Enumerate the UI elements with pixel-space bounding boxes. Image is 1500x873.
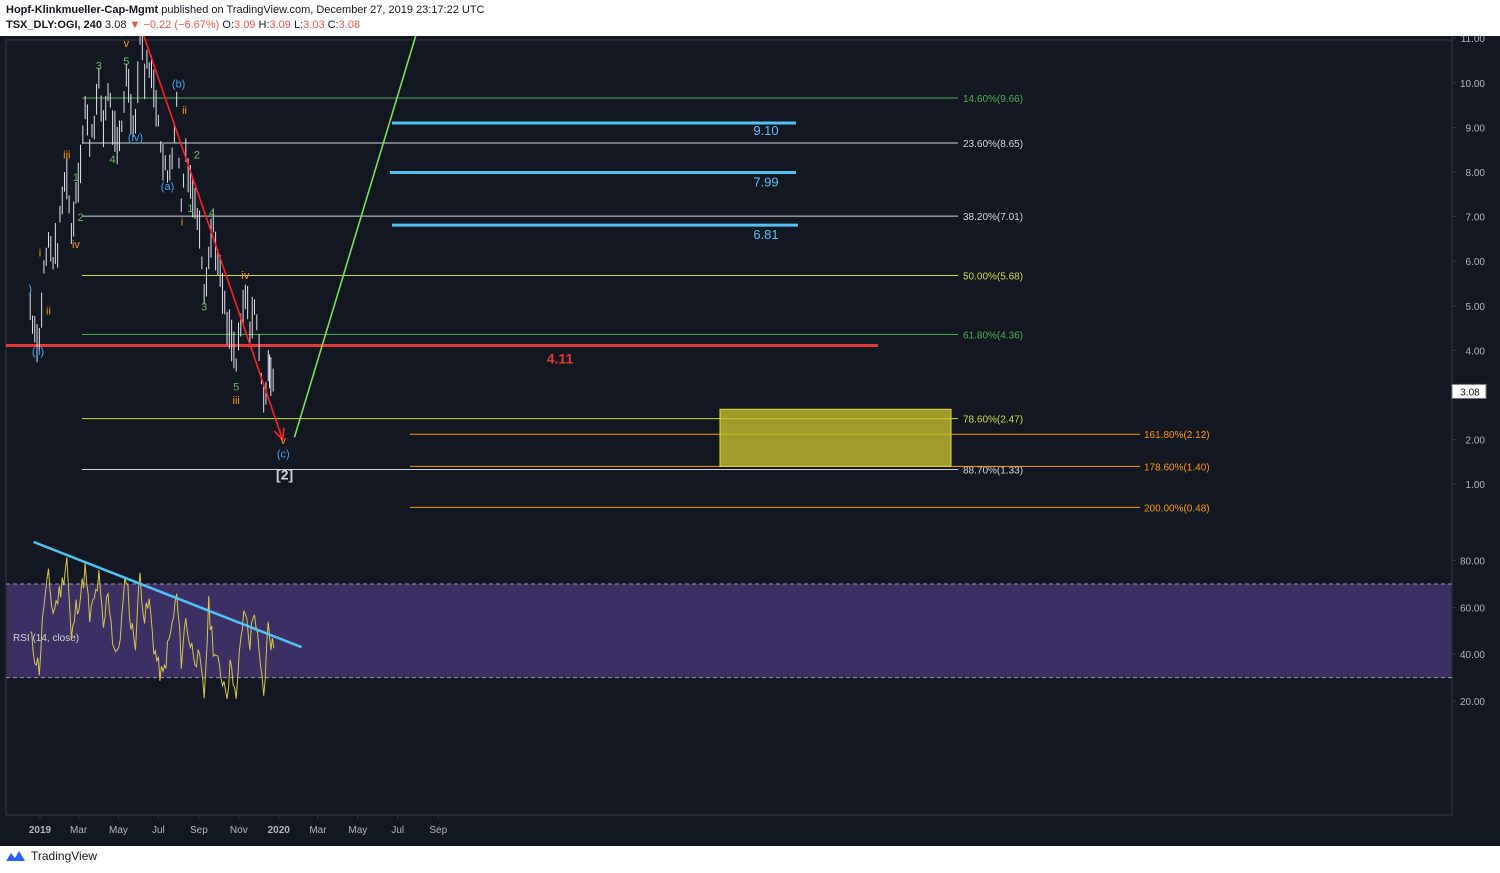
green-projection-line <box>293 36 417 438</box>
wave-label: (iv) <box>128 132 143 144</box>
time-axis-label: Jul <box>391 825 404 836</box>
tradingview-brand: TradingView <box>31 849 98 863</box>
high-value: 3.09 <box>269 19 291 31</box>
price-scale-label: 4.00 <box>1466 346 1486 357</box>
wave-label: 4 <box>209 208 215 220</box>
fib-level-label: 78.60%(2.47) <box>963 415 1023 426</box>
wave-label: ii <box>182 105 187 117</box>
wave-label: [2] <box>276 467 293 483</box>
wave-label: 5 <box>233 382 239 394</box>
wave-label: 1 <box>187 203 193 215</box>
rsi-scale-label: 80.00 <box>1460 557 1485 568</box>
ohlc-legend: TSX_DLY:OGI, 240 3.08 ▼ −0.22 (−6.67%) O… <box>6 19 360 31</box>
high-label: H: <box>258 19 270 31</box>
price-scale-label: 5.00 <box>1466 302 1486 313</box>
fib-level-label: 50.00%(5.68) <box>963 271 1023 282</box>
rsi-scale-label: 40.00 <box>1460 650 1485 661</box>
fib-extension-label: 200.00%(0.48) <box>1144 503 1210 514</box>
open-label: O: <box>222 19 235 31</box>
fib-level-label: 14.60%(9.66) <box>963 94 1023 105</box>
fib-extension-label: 161.80%(2.12) <box>1144 430 1210 441</box>
time-axis-label: May <box>348 825 367 836</box>
time-axis-label: Nov <box>230 825 248 836</box>
time-axis-label: May <box>109 825 128 836</box>
rsi-title: RSI (14, close) <box>13 633 79 644</box>
time-axis-label: Sep <box>190 825 208 836</box>
wave-label: ) <box>28 283 32 295</box>
wave-label: i <box>39 248 41 260</box>
close-value: 3.08 <box>338 19 361 31</box>
price-scale-label: 9.00 <box>1466 123 1486 134</box>
last-price-value: 3.08 <box>1460 387 1480 398</box>
wave-label: 5 <box>123 56 129 68</box>
blue-level-label: 6.81 <box>753 227 778 242</box>
tradingview-logo-icon <box>6 851 25 861</box>
wave-label: 2 <box>194 150 200 162</box>
published-text: published on TradingView.com, December 2… <box>161 4 485 16</box>
red-arrow-head <box>273 427 285 442</box>
price-scale-label: 2.00 <box>1466 436 1486 447</box>
low-label: L: <box>293 19 304 31</box>
wave-label: (b) <box>172 78 185 90</box>
blue-level-label: 7.99 <box>753 174 778 189</box>
down-arrow-icon: ▼ <box>129 19 141 31</box>
rsi-scale-label: 20.00 <box>1460 697 1485 708</box>
wave-label: iii <box>63 150 70 162</box>
time-axis-label: Jul <box>152 825 165 836</box>
publisher-name[interactable]: Hopf-Klinkmueller-Cap-Mgmt <box>6 4 159 16</box>
fib-level-label: 61.80%(4.36) <box>963 330 1023 341</box>
time-axis-label: 2020 <box>268 825 291 836</box>
wave-label: ii <box>46 306 51 318</box>
rsi-scale-label: 60.00 <box>1460 603 1485 614</box>
fib-level-label: 38.20%(7.01) <box>963 212 1023 223</box>
rsi-line <box>30 557 275 699</box>
time-axis-label: Mar <box>309 825 327 836</box>
symbol-label: TSX_DLY:OGI, 240 <box>6 19 102 31</box>
price-scale-label: 8.00 <box>1466 168 1486 179</box>
target-zone-box <box>719 408 952 467</box>
time-axis-label: 2019 <box>29 825 52 836</box>
red-trendline <box>143 36 284 440</box>
wave-label: (c) <box>277 448 290 460</box>
wave-label: v <box>281 435 287 447</box>
fib-level-label: 23.60%(8.65) <box>963 139 1023 150</box>
wave-label: iv <box>72 239 80 251</box>
fib-extension-label: 178.60%(1.40) <box>1144 462 1210 473</box>
wave-label: 1 <box>73 172 79 184</box>
wave-label: 2 <box>77 212 83 224</box>
wave-label: 4 <box>110 154 116 166</box>
price-scale-label: 11.00 <box>1461 36 1486 45</box>
wave-label: (ii) <box>32 346 44 358</box>
price-scale-label: 7.00 <box>1466 213 1486 224</box>
last-price: 3.08 <box>105 19 127 31</box>
wave-label: i <box>181 217 183 229</box>
support-label: 4.11 <box>547 350 574 366</box>
price-change: −0.22 (−6.67%) <box>143 19 220 31</box>
close-label: C: <box>327 19 339 31</box>
wave-label: 3 <box>96 60 102 72</box>
price-scale-label: 1.00 <box>1466 480 1486 491</box>
wave-label: 3 <box>201 301 207 313</box>
wave-label: v <box>124 38 130 50</box>
time-axis-label: Mar <box>70 825 88 836</box>
price-scale-label: 10.00 <box>1460 79 1485 90</box>
wave-label: iii <box>233 395 240 407</box>
blue-level-label: 9.10 <box>753 123 778 138</box>
wave-label: (iii) <box>119 36 134 37</box>
last-price-marker <box>1451 383 1487 399</box>
time-axis-label: Sep <box>429 825 447 836</box>
fib-level-label: 88.70%(1.33) <box>963 465 1023 476</box>
tradingview-footer[interactable]: TradingView <box>5 849 97 863</box>
wave-label: (a) <box>161 181 174 193</box>
open-value: 3.09 <box>234 19 256 31</box>
price-scale-label: 6.00 <box>1466 257 1486 268</box>
rsi-trendline <box>33 540 303 649</box>
low-value: 3.03 <box>303 19 325 31</box>
chart-canvas[interactable]: 0.00%(11.30)14.60%(9.66)23.60%(8.65)38.2… <box>0 36 1500 846</box>
rsi-band-fill <box>7 584 1451 678</box>
wave-label: iv <box>241 270 249 282</box>
publish-info: Hopf-Klinkmueller-Cap-Mgmt published on … <box>6 4 485 16</box>
